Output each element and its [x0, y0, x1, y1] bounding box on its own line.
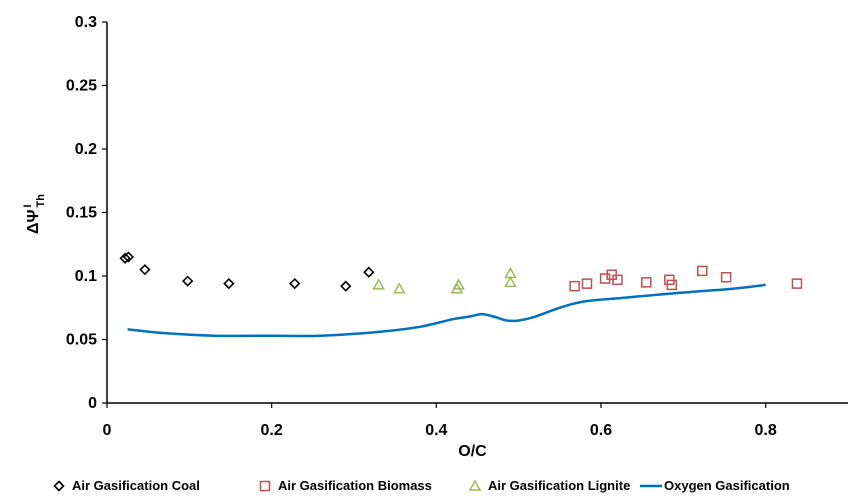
y-axis-title: ΔΨ ITh: [22, 194, 47, 234]
legend: Air Gasification Coal Air Gasification Bi…: [53, 478, 790, 493]
data-point-square: [697, 265, 708, 277]
legend-marker-triangle: [468, 479, 482, 491]
y-tick-label: 0.3: [75, 14, 97, 31]
y-axis-title-text: ΔΨ ITh: [22, 194, 47, 234]
legend-label: Oxygen Gasification: [664, 478, 790, 493]
data-point-diamond: [119, 252, 131, 264]
legend-label: Air Gasification Lignite: [488, 478, 630, 493]
data-point-triangle: [452, 278, 465, 290]
x-tick-label: 0.2: [261, 422, 283, 439]
x-tick-label: 0.4: [425, 422, 447, 439]
data-point-square: [581, 278, 593, 289]
x-tick-label: 0.8: [755, 422, 777, 439]
legend-label: Air Gasification Biomass: [278, 478, 432, 493]
y-axis-title-sup: I: [22, 204, 34, 207]
series-line-oxygen-gasification: [127, 283, 766, 338]
data-point-diamond: [182, 275, 194, 287]
data-point-square: [666, 279, 678, 291]
x-tick-label: 0.6: [590, 422, 612, 439]
data-point-diamond: [363, 266, 375, 278]
y-tick-label: 0.15: [66, 205, 97, 222]
data-point-triangle: [504, 275, 517, 288]
chart-plot-area: [119, 251, 803, 338]
data-point-triangle: [372, 278, 385, 290]
chart-axes: [102, 21, 848, 408]
legend-label: Air Gasification Coal: [72, 478, 200, 493]
data-point-diamond: [289, 277, 301, 290]
data-point-diamond: [139, 264, 151, 276]
legend-marker-diamond: [53, 480, 65, 492]
legend-marker-square: [259, 480, 271, 492]
data-point-diamond: [223, 277, 235, 290]
data-point-diamond: [340, 280, 352, 292]
x-axis-title: O/C: [458, 443, 487, 460]
data-point-square: [612, 274, 623, 286]
data-point-square: [791, 278, 803, 289]
x-tick-label: 0: [103, 422, 112, 439]
y-tick-label: 0: [88, 395, 97, 412]
data-point-diamond: [122, 251, 135, 263]
data-point-square: [720, 272, 732, 283]
data-point-square: [569, 280, 580, 292]
y-axis-title-sub: Th: [35, 194, 47, 208]
chart-tick-labels: 0 0.05 0.1 0.15 0.2 0.25 0.3 0 0.2 0.4 0.6 0.8: [66, 14, 777, 439]
y-tick-label: 0.25: [66, 78, 97, 95]
data-point-square: [641, 277, 652, 288]
y-axis-title-main: ΔΨ: [25, 209, 42, 234]
y-tick-label: 0.2: [75, 141, 97, 158]
y-tick-label: 0.05: [66, 332, 97, 349]
y-tick-label: 0.1: [75, 268, 97, 285]
data-point-triangle: [393, 282, 406, 294]
